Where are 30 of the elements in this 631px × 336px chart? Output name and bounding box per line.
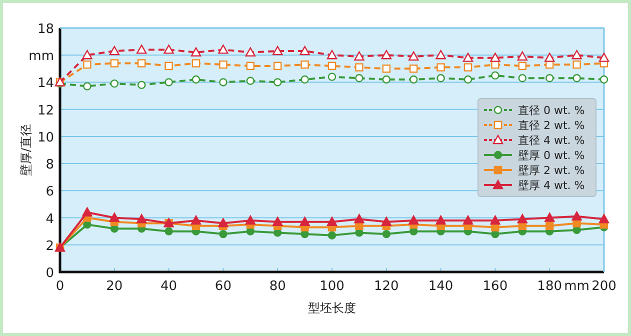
y-tick-label: 14 bbox=[37, 76, 54, 92]
y-tick-label: 8 bbox=[46, 158, 54, 173]
y-tick-label: 2 bbox=[46, 238, 54, 254]
y-axis-title: 壁厚/直径 bbox=[19, 124, 33, 176]
legend-label: 直径 0 wt. % bbox=[518, 104, 585, 117]
y-tick-label: mm bbox=[28, 49, 54, 64]
legend-label: 壁厚 2 wt. % bbox=[518, 164, 585, 177]
y-tick-label: 0 bbox=[46, 266, 54, 281]
y-tick-label: 12 bbox=[37, 103, 54, 118]
y-tick-label: 18 bbox=[37, 22, 54, 37]
x-tick-label: 200 bbox=[592, 279, 616, 294]
x-tick-label: 160 bbox=[482, 279, 508, 294]
legend-label: 直径 2 wt. % bbox=[518, 118, 585, 132]
y-tick-label: 10 bbox=[37, 130, 54, 146]
y-tick-label: 6 bbox=[46, 184, 54, 200]
legend-label: 壁厚 4 wt. % bbox=[518, 178, 585, 192]
x-axis-title: 型坯长度 bbox=[308, 301, 356, 315]
x-tick-label: 180 bbox=[537, 279, 562, 294]
x-tick-label: 60 bbox=[214, 279, 232, 294]
x-tick-label: 100 bbox=[320, 279, 344, 294]
x-tick-label: 0 bbox=[56, 279, 64, 294]
legend-label: 直径 4 wt. % bbox=[518, 134, 585, 147]
x-tick-label: 40 bbox=[160, 279, 178, 294]
y-tick-label: 4 bbox=[46, 212, 54, 227]
x-tick-label: 140 bbox=[428, 279, 454, 294]
x-tick-label: mm bbox=[564, 279, 590, 294]
x-tick-label: 80 bbox=[269, 279, 286, 294]
x-tick-label: 120 bbox=[374, 279, 399, 294]
x-tick-label: 20 bbox=[106, 279, 123, 294]
legend-label: 壁厚 0 wt. % bbox=[518, 148, 585, 162]
